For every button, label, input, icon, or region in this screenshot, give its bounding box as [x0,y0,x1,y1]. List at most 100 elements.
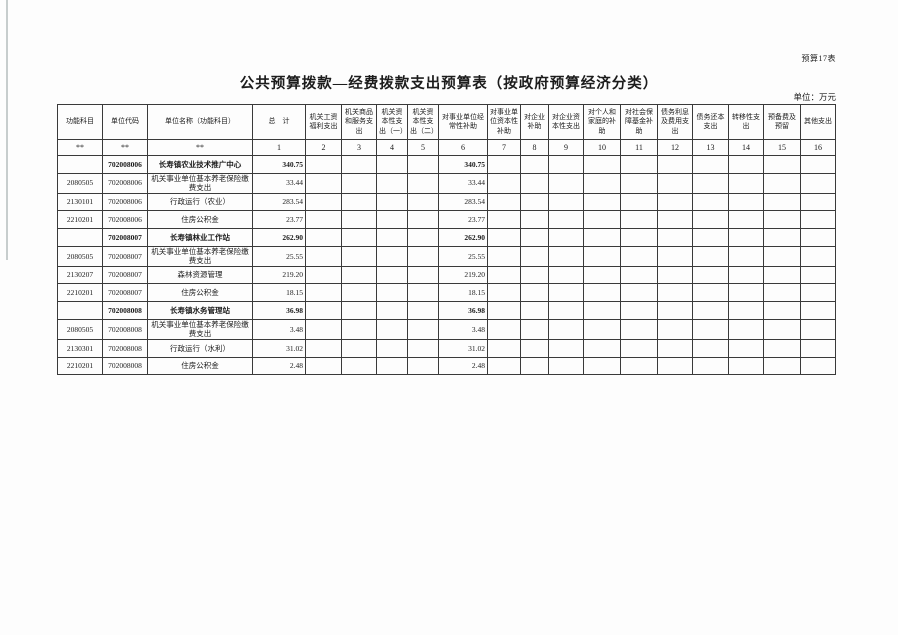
amount-cell [657,301,693,321]
column-header-number: 15 [763,139,801,156]
amount-cell: 283.54 [438,192,488,212]
amount-cell [583,245,621,267]
amount-cell [800,228,836,247]
amount-cell [305,283,342,303]
amount-cell [548,228,584,247]
amount-cell [305,155,342,174]
amount-cell [305,210,342,230]
amount-cell [657,192,693,212]
amount-cell [305,356,342,376]
amount-cell: 283.54 [252,192,306,212]
amount-cell [487,301,521,321]
amount-cell [583,338,621,358]
amount-cell: 340.75 [252,155,306,174]
amount-cell: 3.48 [252,319,306,340]
column-header-number: 2 [305,139,342,156]
amount-cell [487,283,521,303]
amount-cell [800,283,836,303]
amount-cell [376,172,408,194]
amount-cell [548,172,584,194]
amount-cell [407,301,439,321]
column-header-number: 8 [520,139,549,156]
unit-code-cell: 702008007 [102,265,148,285]
amount-cell [305,338,342,358]
column-header-number: 1 [252,139,306,156]
amount-cell [728,245,764,267]
amount-cell [548,210,584,230]
amount-cell [763,301,801,321]
amount-cell [583,172,621,194]
amount-cell [376,245,408,267]
amount-cell [520,338,549,358]
column-header-label: 功能科目 [57,104,103,140]
amount-cell [728,172,764,194]
amount-cell [692,210,729,230]
amount-cell [548,301,584,321]
amount-cell: 262.90 [438,228,488,247]
table-row: 702008007 长寿镇林业工作站 262.90 262.90 [57,228,836,247]
column-header-label: 对个人和家庭的补助 [583,104,621,140]
amount-cell: 23.77 [438,210,488,230]
amount-cell [407,155,439,174]
amount-cell: 33.44 [252,172,306,194]
amount-cell [692,155,729,174]
column-header-label: 其他支出 [800,104,836,140]
amount-cell [341,283,377,303]
amount-cell [657,265,693,285]
unit-name-cell: 森林资源管理 [147,265,253,285]
column-header-number: 3 [341,139,377,156]
amount-cell [376,283,408,303]
amount-cell [583,301,621,321]
amount-cell [763,210,801,230]
unit-name-cell: 住房公积金 [147,210,253,230]
amount-cell [620,155,658,174]
amount-cell: 18.15 [252,283,306,303]
amount-cell: 23.77 [252,210,306,230]
unit-code-cell: 702008006 [102,155,148,174]
amount-cell [487,319,521,340]
column-header-number: 13 [692,139,729,156]
amount-cell [800,155,836,174]
amount-cell [800,192,836,212]
amount-cell: 2.48 [438,356,488,376]
table-row: 2210201 702008007 住房公积金 18.15 18.15 [57,283,836,303]
amount-cell [520,172,549,194]
column-header-label: 对社会保障基金补助 [620,104,658,140]
amount-cell [341,301,377,321]
amount-cell [692,245,729,267]
amount-cell [800,245,836,267]
amount-cell [520,356,549,376]
amount-cell [692,356,729,376]
amount-cell [583,155,621,174]
column-header-label: 转移性支出 [728,104,764,140]
amount-cell [305,265,342,285]
amount-cell [657,210,693,230]
amount-cell: 25.55 [438,245,488,267]
amount-cell [376,210,408,230]
amount-cell [620,228,658,247]
amount-cell [487,172,521,194]
amount-cell [763,155,801,174]
amount-cell [520,283,549,303]
amount-cell [548,155,584,174]
table-row: 2080505 702008008 机关事业单位基本养老保险缴费支出 3.48 3.48 [57,319,836,340]
amount-cell [728,192,764,212]
column-header-number: ** [102,139,148,156]
unit-name-cell: 住房公积金 [147,356,253,376]
function-code-cell: 2130101 [57,192,103,212]
amount-cell [407,338,439,358]
unit-name-cell: 长寿镇农业技术推广中心 [147,155,253,174]
unit-name-cell: 行政运行（农业） [147,192,253,212]
amount-cell [305,245,342,267]
amount-cell [341,172,377,194]
amount-cell [583,228,621,247]
column-header-label: 债务利息及费用支出 [657,104,693,140]
amount-cell [763,356,801,376]
amount-cell [620,172,658,194]
form-number-label: 预算17表 [801,54,836,63]
column-header-number: 7 [487,139,521,156]
column-header-number: 10 [583,139,621,156]
amount-cell [583,356,621,376]
amount-cell [800,172,836,194]
amount-cell [657,338,693,358]
